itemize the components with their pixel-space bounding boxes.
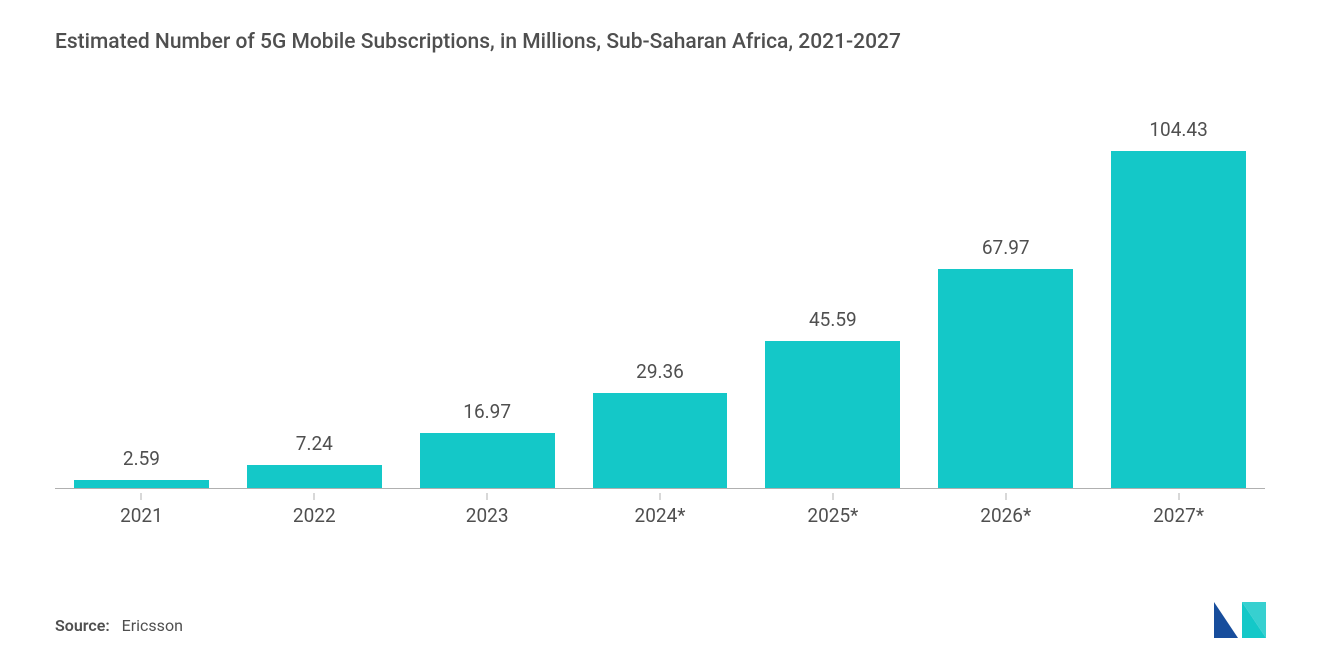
- x-axis-tick: [487, 493, 488, 500]
- x-axis-label: 2024*: [574, 494, 747, 534]
- x-axis-tick: [141, 493, 142, 500]
- bar: [593, 393, 728, 488]
- x-axis-label: 2022: [228, 494, 401, 534]
- bar-value-label: 16.97: [463, 400, 511, 423]
- bar-value-label: 45.59: [809, 308, 857, 331]
- bar: [938, 269, 1073, 488]
- bar: [420, 433, 555, 488]
- brand-logo: [1212, 600, 1270, 640]
- x-axis-tick: [314, 493, 315, 500]
- bar-group: 67.97: [919, 104, 1092, 488]
- bar-group: 45.59: [746, 104, 919, 488]
- bar-value-label: 29.36: [636, 360, 684, 383]
- bar-value-label: 7.24: [296, 432, 333, 455]
- bar: [74, 480, 209, 488]
- x-axis-tick: [660, 493, 661, 500]
- x-axis-tick: [1178, 493, 1179, 500]
- bar-group: 16.97: [401, 104, 574, 488]
- bar: [765, 341, 900, 488]
- bar: [247, 465, 382, 488]
- bar-group: 2.59: [55, 104, 228, 488]
- x-axis-tick: [1005, 493, 1006, 500]
- bar-value-label: 104.43: [1149, 118, 1207, 141]
- bar: [1111, 151, 1246, 488]
- bars-container: 2.59 7.24 16.97 29.36 45.59 67.97 104.43: [55, 104, 1265, 489]
- x-axis-label: 2027*: [1092, 494, 1265, 534]
- bar-group: 104.43: [1092, 104, 1265, 488]
- source-attribution: Source: Ericsson: [55, 616, 183, 635]
- x-axis-label: 2021: [55, 494, 228, 534]
- source-value: Ericsson: [122, 616, 183, 635]
- x-axis-label: 2026*: [919, 494, 1092, 534]
- bar-group: 29.36: [574, 104, 747, 488]
- x-axis-label: 2025*: [746, 494, 919, 534]
- x-axis-tick: [832, 493, 833, 500]
- chart-area: 2.597.2416.9729.3645.5967.97104.43 20212…: [55, 104, 1265, 534]
- x-axis-labels: 2021202220232024*2025*2026*2027*: [55, 494, 1265, 534]
- source-label: Source:: [55, 616, 110, 635]
- chart-title: Estimated Number of 5G Mobile Subscripti…: [50, 30, 1270, 54]
- bar-group: 7.24: [228, 104, 401, 488]
- x-axis-label: 2023: [401, 494, 574, 534]
- bar-value-label: 2.59: [123, 447, 160, 470]
- bar-value-label: 67.97: [982, 236, 1030, 259]
